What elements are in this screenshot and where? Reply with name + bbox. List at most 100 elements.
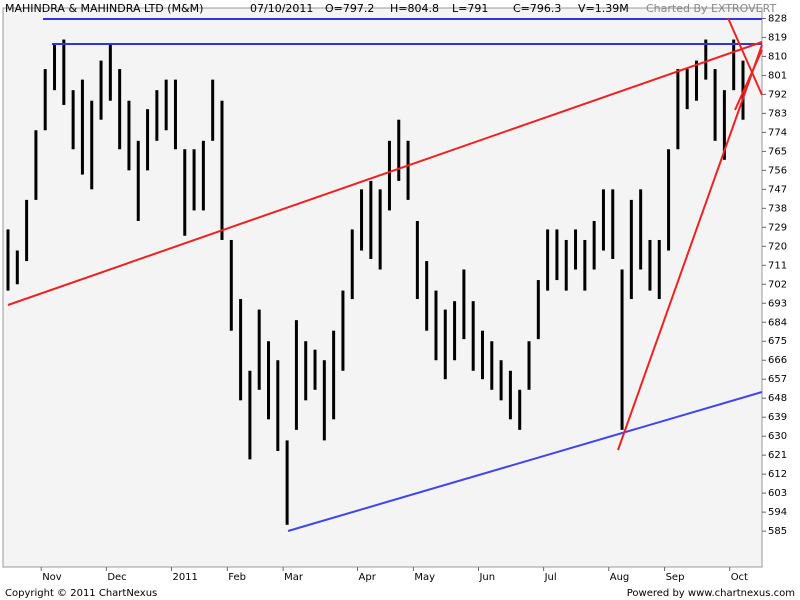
price-bar xyxy=(564,239,568,291)
price-bar xyxy=(108,43,112,101)
price-bar xyxy=(136,140,140,221)
quote-low: L=791 xyxy=(452,2,488,15)
credit: Charted By EXTROVERT xyxy=(646,2,776,15)
price-bar xyxy=(555,229,559,281)
y-tick-label: 720 xyxy=(768,241,787,252)
x-tick-label: Feb xyxy=(228,572,246,583)
y-tick-label: 621 xyxy=(768,450,787,461)
y-tick-label: 747 xyxy=(768,184,787,195)
price-bar xyxy=(490,341,494,390)
y-tick-label: 819 xyxy=(768,32,787,43)
y-tick-label: 774 xyxy=(768,127,787,138)
y-tick-label: 693 xyxy=(768,298,787,309)
quote-volume: V=1.39M xyxy=(578,2,629,15)
price-bar xyxy=(387,140,391,211)
quote-open: O=797.2 xyxy=(325,2,374,15)
price-bar xyxy=(601,189,605,251)
price-bar xyxy=(90,100,94,190)
x-tick-label: Nov xyxy=(42,572,62,583)
price-bar xyxy=(471,301,475,371)
price-bar xyxy=(211,79,215,141)
y-tick-label: 765 xyxy=(768,146,787,157)
y-tick-label: 684 xyxy=(768,317,787,328)
price-bar xyxy=(722,90,726,160)
price-bar xyxy=(508,370,512,420)
price-bar xyxy=(257,309,261,390)
trend-line xyxy=(734,49,763,111)
price-bar xyxy=(676,69,680,150)
price-bar xyxy=(71,90,75,150)
price-bar xyxy=(518,389,522,430)
price-bar xyxy=(360,189,364,251)
price-bar xyxy=(685,69,689,110)
price-bar xyxy=(267,341,271,420)
price-bar xyxy=(201,140,205,211)
x-tick-label: Apr xyxy=(359,572,377,583)
price-bar xyxy=(648,239,652,291)
price-bar xyxy=(462,269,466,340)
price-bar xyxy=(667,149,671,251)
price-bar xyxy=(499,360,503,401)
y-tick-label: 702 xyxy=(768,279,787,290)
price-bar xyxy=(406,140,410,200)
price-bar xyxy=(332,330,336,420)
price-bar xyxy=(527,341,531,390)
price-bar xyxy=(350,229,354,300)
price-bar xyxy=(732,39,736,91)
price-bar xyxy=(629,199,633,300)
price-bar xyxy=(611,189,615,259)
quote-date: 07/10/2011 xyxy=(250,2,313,15)
price-bar xyxy=(713,69,717,141)
quote-high: H=804.8 xyxy=(390,2,439,15)
y-tick-label: 648 xyxy=(768,393,787,404)
y-tick-label: 675 xyxy=(768,336,787,347)
price-bar xyxy=(657,239,661,300)
x-tick-label: Aug xyxy=(610,572,630,583)
price-bar xyxy=(146,109,150,171)
price-bar xyxy=(239,299,243,401)
price-bar xyxy=(220,100,224,240)
y-tick-label: 612 xyxy=(768,469,787,480)
x-tick-label: Jun xyxy=(478,572,495,583)
y-tick-label: 756 xyxy=(768,165,787,176)
price-bar xyxy=(285,440,289,525)
price-bar xyxy=(229,239,233,331)
price-bar xyxy=(378,189,382,270)
price-bar xyxy=(443,309,447,380)
price-bar xyxy=(574,229,578,270)
y-tick-label: 630 xyxy=(768,431,787,442)
price-bar xyxy=(173,79,177,150)
price-bar xyxy=(704,39,708,80)
price-bar xyxy=(25,199,29,262)
price-bar xyxy=(99,60,103,120)
price-bar xyxy=(694,60,698,101)
price-bar xyxy=(43,69,47,131)
y-tick-label: 711 xyxy=(768,260,787,271)
price-bar xyxy=(592,220,596,270)
x-tick-label: Jul xyxy=(544,572,557,583)
y-tick-label: 792 xyxy=(768,89,787,100)
trend-line xyxy=(287,391,763,532)
price-bar xyxy=(118,69,122,150)
y-tick-label: 639 xyxy=(768,412,787,423)
price-bar xyxy=(127,100,131,171)
chart-title: MAHINDRA & MAHINDRA LTD (M&M) xyxy=(5,2,203,15)
y-tick-label: 585 xyxy=(768,526,787,537)
price-bar xyxy=(341,290,345,371)
price-bar xyxy=(313,349,317,390)
price-bar xyxy=(583,239,587,291)
quote-close: C=796.3 xyxy=(513,2,561,15)
x-tick-label: Mar xyxy=(284,572,304,583)
y-tick-label: 657 xyxy=(768,374,787,385)
x-tick-label: 2011 xyxy=(172,572,197,583)
x-tick-label: May xyxy=(414,572,435,583)
price-bar xyxy=(425,261,429,331)
y-tick-label: 828 xyxy=(768,13,787,24)
bars xyxy=(6,39,745,525)
price-bar xyxy=(536,280,540,340)
y-tick-label: 603 xyxy=(768,488,787,499)
y-tick-label: 810 xyxy=(768,51,787,62)
y-tick-label: 729 xyxy=(768,222,787,233)
y-tick-label: 783 xyxy=(768,108,787,119)
price-bar xyxy=(620,269,624,430)
